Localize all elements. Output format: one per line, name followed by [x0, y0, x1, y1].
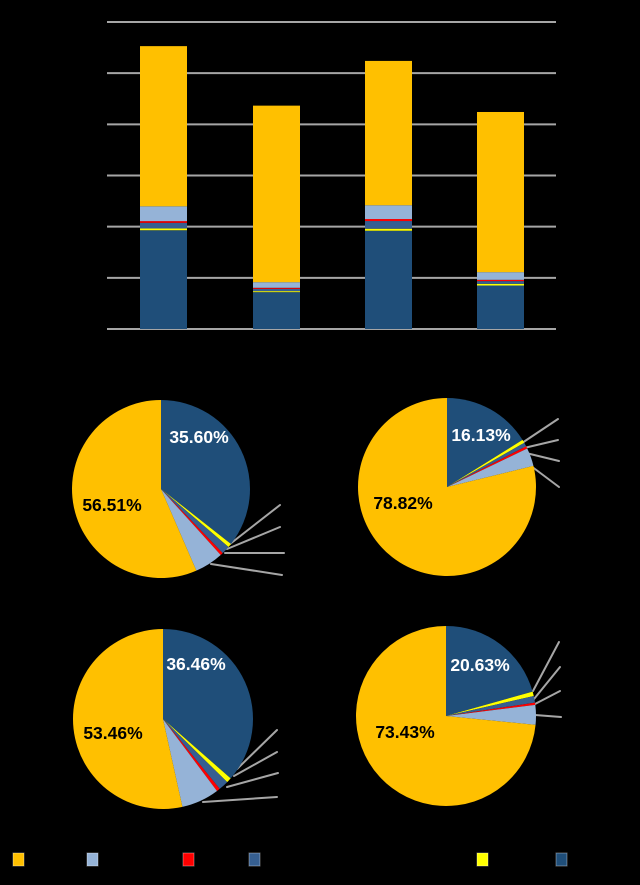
leader-line	[236, 729, 278, 770]
bar-segment-light-blue	[365, 205, 412, 220]
pie-slice-light-blue	[161, 489, 221, 571]
leader-line	[233, 751, 278, 777]
pie-slice-medium-blue	[163, 719, 228, 789]
pie-slice-yellow	[161, 489, 231, 548]
leader-line	[533, 666, 561, 700]
leader-line	[523, 439, 559, 449]
pie-slice-orange	[355, 626, 536, 807]
bar-segment-dark-blue	[140, 230, 187, 329]
pie-slice-light-blue	[446, 704, 536, 725]
pie-label-dark-blue: 16.13%	[451, 425, 511, 445]
legend-swatch-orange	[12, 852, 25, 867]
pie-slice-medium-blue	[447, 442, 527, 487]
pie-slice-dark-blue	[447, 398, 523, 487]
pie-chart-top-left: 35.60% 56.51%	[72, 400, 285, 578]
legend-swatch-red	[182, 852, 195, 867]
pie-label-orange: 73.43%	[375, 722, 435, 742]
pie-slice-orange	[72, 400, 197, 578]
leader-line	[202, 796, 278, 803]
bar-bar-3	[365, 60, 412, 329]
bar-segment-yellow	[253, 291, 300, 293]
pie-slice-red	[163, 719, 220, 792]
leader-line	[226, 526, 281, 550]
bar-segment-yellow	[365, 228, 412, 231]
pie-slice-light-blue	[447, 448, 534, 487]
bar-bar-1	[140, 46, 187, 329]
bar-segment-dark-blue	[477, 285, 524, 329]
pie-label-dark-blue: 35.60%	[169, 427, 229, 447]
pie-slice-dark-blue	[446, 626, 533, 716]
bar-segment-red	[477, 279, 524, 282]
leader-line	[530, 465, 560, 488]
pie-chart-top-right: 16.13% 78.82%	[358, 398, 560, 576]
bar-segment-yellow	[140, 228, 187, 231]
pie-slice-dark-blue	[161, 400, 251, 544]
pie-label-dark-blue: 36.46%	[166, 654, 226, 674]
legend-swatch-yellow	[476, 852, 489, 867]
bar-segment-dark-blue	[253, 292, 300, 329]
bar-segment-yellow	[477, 283, 524, 286]
bar-bar-4	[477, 111, 524, 329]
leader-line	[534, 690, 561, 705]
pie-label-orange: 56.51%	[82, 495, 142, 515]
leader-line	[521, 418, 559, 444]
bar-segment-orange	[253, 105, 300, 283]
pie-chart-bottom-right: 20.63% 73.43%	[355, 626, 562, 807]
bar-segment-dark-blue	[365, 230, 412, 329]
leader-line	[525, 452, 560, 462]
pie-slice-yellow	[446, 691, 534, 716]
stacked-bar-chart	[107, 20, 556, 330]
pie-slice-light-blue	[163, 719, 217, 807]
bar-segment-light-blue	[140, 206, 187, 222]
bar-segment-light-blue	[477, 272, 524, 280]
pie-slice-medium-blue	[161, 489, 229, 554]
legend	[12, 852, 568, 867]
leader-line	[532, 641, 560, 692]
bar-segment-red	[140, 221, 187, 223]
pie-label-orange: 53.46%	[83, 723, 143, 743]
leader-line	[210, 563, 283, 576]
bar-segment-light-blue	[253, 282, 300, 288]
pie-slice-dark-blue	[163, 629, 254, 779]
pie-slice-red	[446, 702, 536, 716]
bar-segment-medium-blue	[477, 281, 524, 284]
pie-label-orange: 78.82%	[373, 493, 433, 513]
leader-line	[226, 772, 279, 788]
pie-slice-medium-blue	[446, 695, 535, 716]
bar-segment-medium-blue	[140, 222, 187, 229]
pie-slice-orange	[72, 628, 183, 809]
leader-line	[229, 504, 281, 545]
legend-swatch-medium-blue	[248, 852, 261, 867]
pie-slice-red	[161, 489, 223, 556]
legend-swatch-light-blue	[86, 852, 99, 867]
pie-label-dark-blue: 20.63%	[450, 655, 510, 675]
bar-segment-medium-blue	[365, 221, 412, 229]
leader-line	[534, 714, 562, 718]
bar-segment-medium-blue	[253, 288, 300, 292]
bar-segment-orange	[365, 60, 412, 206]
bar-segment-red	[365, 219, 412, 222]
bar-segment-orange	[140, 46, 187, 207]
pie-slice-yellow	[163, 719, 231, 783]
pie-slice-red	[447, 446, 528, 487]
bar-segment-red	[253, 287, 300, 289]
pie-chart-bottom-left: 36.46% 53.46%	[72, 628, 279, 809]
bar-segment-orange	[477, 111, 524, 273]
pie-slice-yellow	[447, 439, 525, 487]
bar-bar-2	[253, 105, 300, 329]
legend-swatch-dark-blue	[555, 852, 568, 867]
pie-slice-orange	[358, 398, 537, 576]
